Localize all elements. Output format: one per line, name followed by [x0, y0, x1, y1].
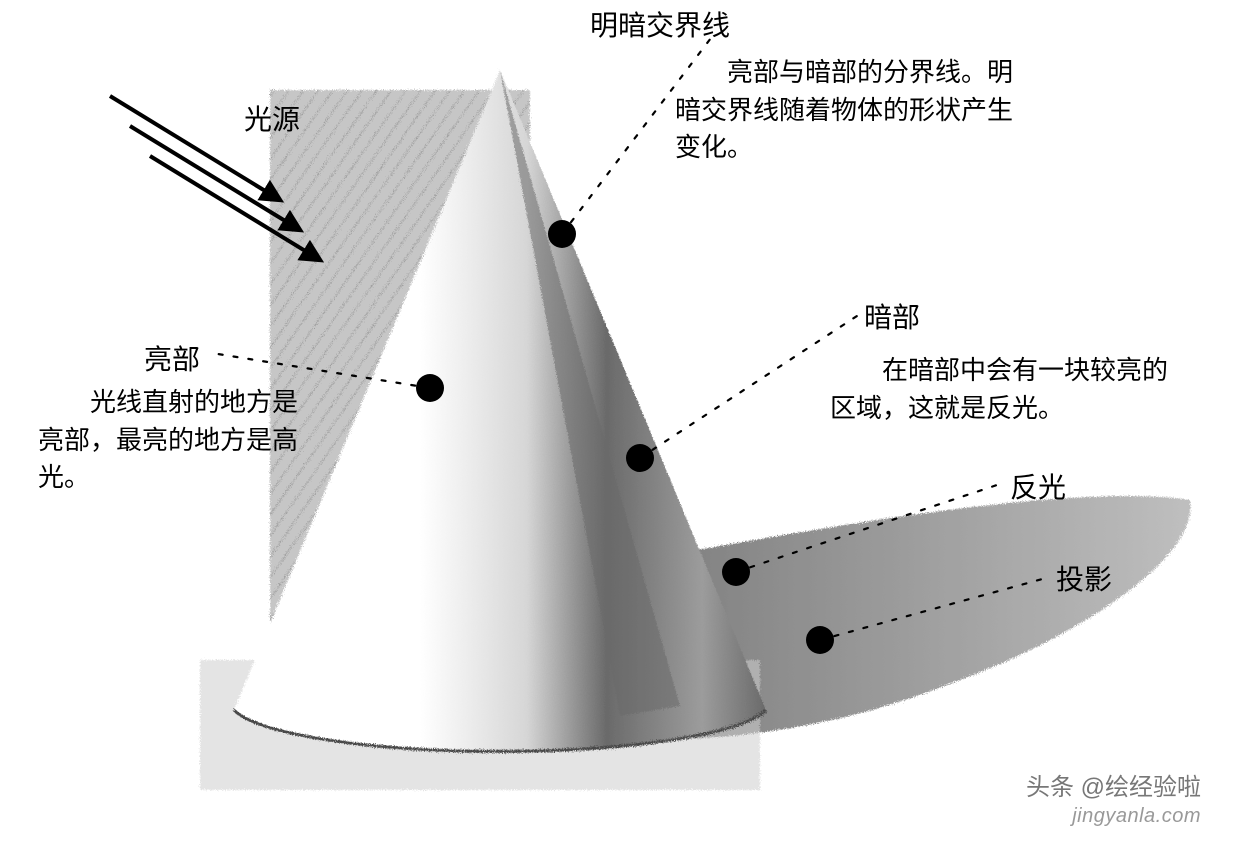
dark-area-label: 暗部: [864, 296, 920, 336]
reflected-label: 反光: [1010, 466, 1066, 506]
watermark-url: jingyanla.com: [1072, 805, 1201, 828]
terminator-label: 明暗交界线: [590, 4, 730, 44]
light-source-label: 光源: [244, 98, 300, 138]
light-area-label: 亮部: [144, 338, 200, 378]
light-area-desc: 光线直射的地方是亮部，最亮的地方是高光。: [38, 384, 318, 497]
dark-area-desc: 在暗部中会有一块较亮的区域，这就是反光。: [830, 352, 1190, 427]
diagram-stage: 光源 明暗交界线 亮部与暗部的分界线。明暗交界线随着物体的形状产生变化。 亮部 …: [0, 0, 1237, 842]
cast-shadow-label: 投影: [1056, 558, 1112, 598]
watermark-author: 头条 @绘经验啦: [1026, 767, 1201, 802]
terminator-desc: 亮部与暗部的分界线。明暗交界线随着物体的形状产生变化。: [675, 54, 1035, 167]
